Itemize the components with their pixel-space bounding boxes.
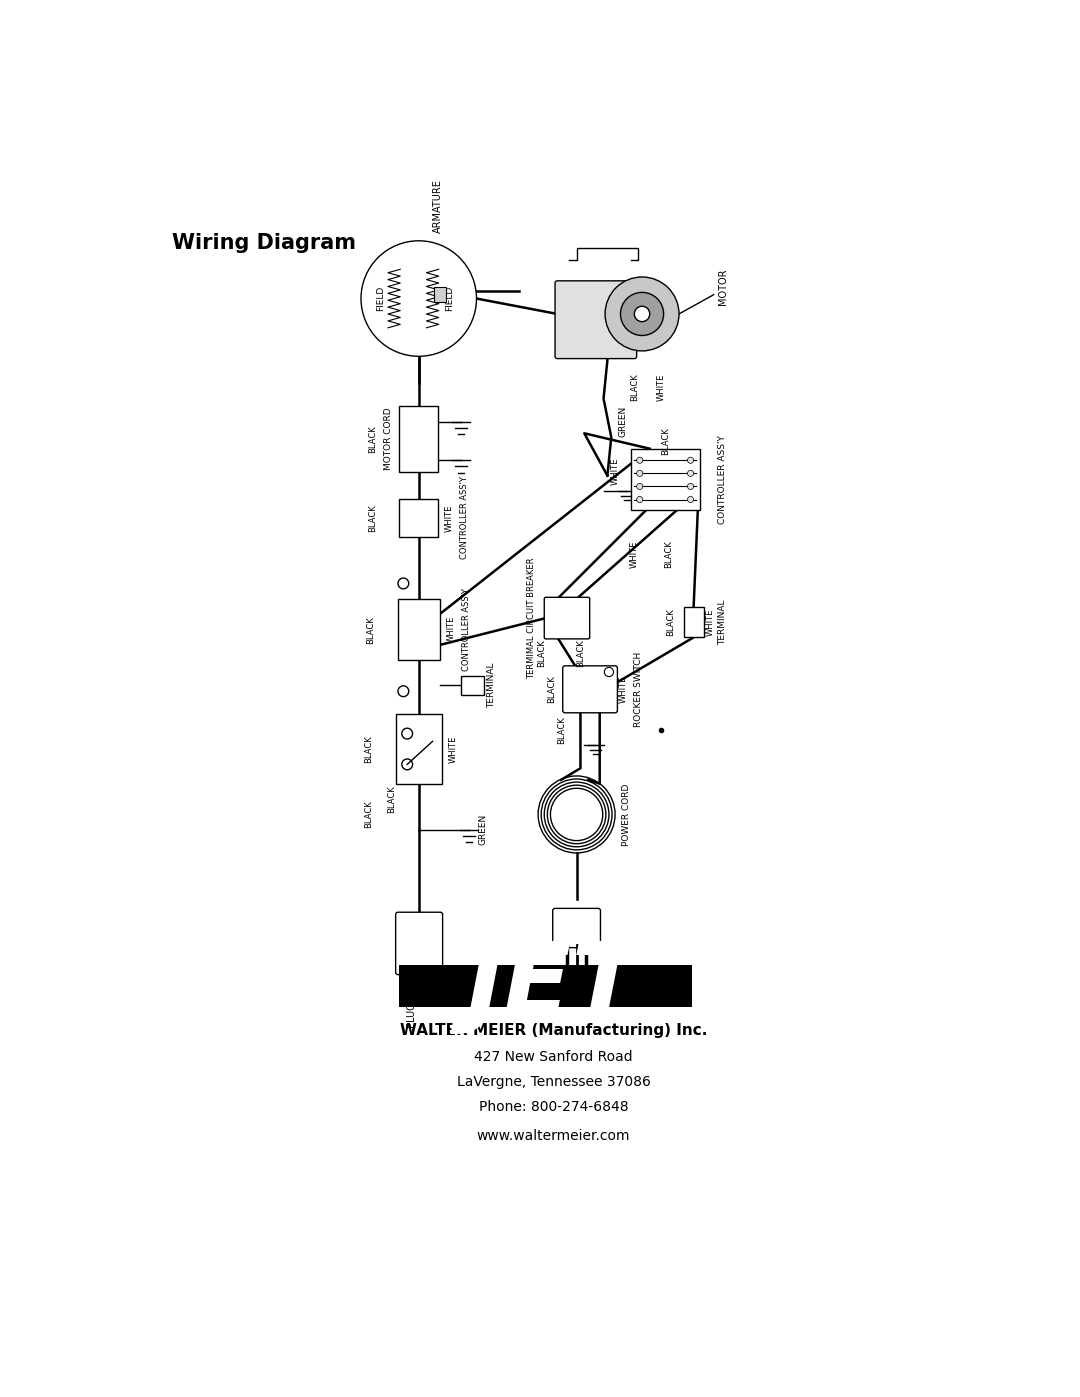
Bar bbox=[400, 964, 692, 1007]
Circle shape bbox=[361, 240, 476, 356]
Circle shape bbox=[637, 496, 643, 503]
FancyBboxPatch shape bbox=[553, 908, 600, 947]
Text: BLACK: BLACK bbox=[368, 425, 377, 453]
Text: Wiring Diagram: Wiring Diagram bbox=[173, 233, 356, 253]
Text: WHITE: WHITE bbox=[618, 675, 627, 703]
Text: WHITE: WHITE bbox=[705, 608, 714, 636]
Circle shape bbox=[621, 292, 663, 335]
Text: 427 New Sanford Road: 427 New Sanford Road bbox=[474, 1051, 633, 1065]
Bar bbox=[631, 448, 700, 510]
Bar bbox=[461, 676, 484, 696]
Circle shape bbox=[402, 728, 413, 739]
Circle shape bbox=[402, 759, 413, 770]
Text: WHITE: WHITE bbox=[449, 735, 458, 763]
Circle shape bbox=[605, 277, 679, 351]
Text: ARMATURE: ARMATURE bbox=[433, 179, 443, 233]
Text: LaVergne, Tennessee 37086: LaVergne, Tennessee 37086 bbox=[457, 1076, 650, 1090]
Bar bbox=[685, 606, 704, 637]
Text: FIELD: FIELD bbox=[445, 286, 454, 312]
Text: BLACK: BLACK bbox=[538, 638, 546, 666]
FancyBboxPatch shape bbox=[555, 281, 636, 359]
Text: CONTROLLER ASS'Y: CONTROLLER ASS'Y bbox=[462, 588, 471, 671]
Text: GREEN: GREEN bbox=[618, 407, 627, 437]
Text: BLACK: BLACK bbox=[364, 800, 374, 828]
Text: MOTOR CORD: MOTOR CORD bbox=[384, 408, 393, 469]
Circle shape bbox=[397, 686, 408, 697]
Text: WHITE: WHITE bbox=[657, 373, 665, 401]
Bar bbox=[395, 714, 442, 784]
Bar bbox=[397, 599, 441, 661]
Text: BLACK: BLACK bbox=[630, 373, 639, 401]
Text: www.waltermeier.com: www.waltermeier.com bbox=[476, 1129, 631, 1143]
Text: FIELD: FIELD bbox=[376, 286, 384, 312]
Text: ®: ® bbox=[669, 982, 685, 997]
Text: WHITE: WHITE bbox=[610, 458, 620, 486]
Text: BLACK: BLACK bbox=[556, 715, 566, 743]
Bar bbox=[400, 499, 438, 538]
Circle shape bbox=[634, 306, 650, 321]
Text: BLACK: BLACK bbox=[546, 675, 556, 703]
Text: PLUG: PLUG bbox=[406, 1002, 416, 1027]
Bar bbox=[400, 407, 438, 472]
Text: BLACK: BLACK bbox=[366, 616, 376, 644]
Text: CONTROLLER ASS'Y: CONTROLLER ASS'Y bbox=[718, 434, 728, 524]
Text: TERMINAL: TERMINAL bbox=[718, 599, 728, 644]
Text: BLACK: BLACK bbox=[368, 504, 377, 532]
Circle shape bbox=[637, 471, 643, 476]
Circle shape bbox=[397, 578, 408, 588]
Text: Phone: 800-274-6848: Phone: 800-274-6848 bbox=[478, 1099, 629, 1113]
Circle shape bbox=[688, 496, 693, 503]
Text: POWER CORD: POWER CORD bbox=[622, 784, 631, 845]
Circle shape bbox=[637, 483, 643, 489]
Text: TERMIMAL CIRCUIT BREAKER: TERMIMAL CIRCUIT BREAKER bbox=[527, 557, 537, 679]
FancyBboxPatch shape bbox=[544, 598, 590, 638]
Text: WHITE: WHITE bbox=[445, 504, 454, 532]
Circle shape bbox=[688, 457, 693, 464]
Text: MOTOR: MOTOR bbox=[718, 268, 728, 305]
FancyBboxPatch shape bbox=[563, 666, 618, 712]
Text: BLACK: BLACK bbox=[666, 608, 675, 636]
Text: CONTROLLER ASS'Y: CONTROLLER ASS'Y bbox=[460, 476, 470, 559]
Text: BLACK: BLACK bbox=[364, 735, 374, 763]
Text: WHITE: WHITE bbox=[447, 616, 456, 644]
Circle shape bbox=[688, 471, 693, 476]
Bar bbox=[434, 286, 446, 302]
Text: BLACK: BLACK bbox=[661, 427, 670, 455]
Text: GREEN: GREEN bbox=[478, 814, 487, 845]
Text: WHITE: WHITE bbox=[630, 541, 639, 567]
Circle shape bbox=[688, 483, 693, 489]
FancyBboxPatch shape bbox=[395, 912, 443, 975]
Text: ROCKER SWITCH: ROCKER SWITCH bbox=[634, 651, 643, 726]
Text: BLACK: BLACK bbox=[664, 541, 674, 569]
Circle shape bbox=[605, 668, 613, 676]
Text: BLACK: BLACK bbox=[388, 785, 396, 813]
Text: WALTER MEIER (Manufacturing) Inc.: WALTER MEIER (Manufacturing) Inc. bbox=[400, 1023, 707, 1038]
Text: BLACK: BLACK bbox=[576, 638, 585, 666]
Text: TERMINAL: TERMINAL bbox=[487, 662, 497, 708]
Circle shape bbox=[637, 457, 643, 464]
Text: JET: JET bbox=[467, 937, 640, 1035]
